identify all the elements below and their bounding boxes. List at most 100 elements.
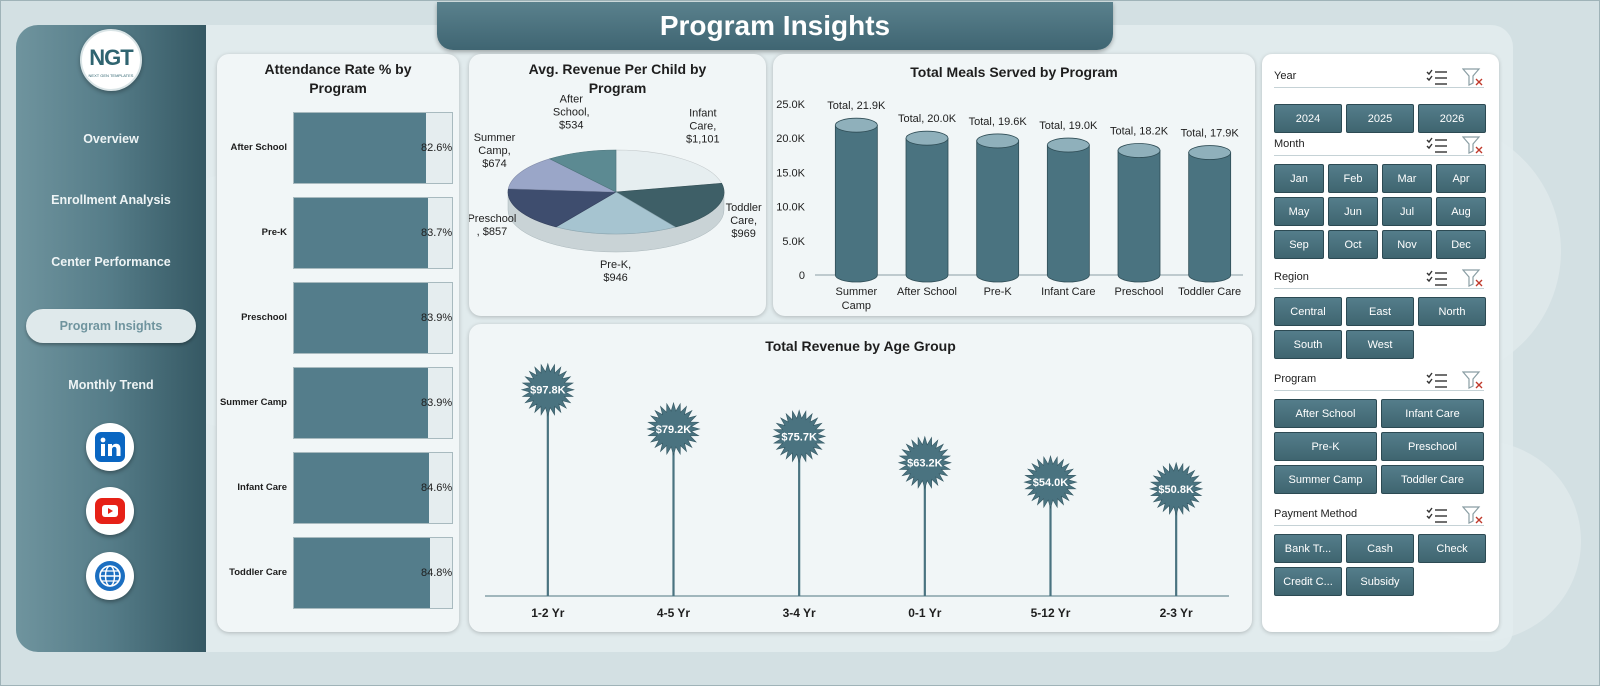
- slicer-payment-check-button[interactable]: Check: [1418, 534, 1486, 563]
- nav-center-performance[interactable]: Center Performance: [51, 255, 171, 269]
- slicer-year-title: Year: [1274, 70, 1297, 82]
- clear-filter-icon[interactable]: [1461, 506, 1484, 524]
- attendance-bar: [294, 283, 429, 353]
- slicer-region-west-button[interactable]: West: [1346, 330, 1414, 359]
- meals-bar: [905, 137, 949, 283]
- multi-select-icon[interactable]: [1426, 269, 1448, 287]
- slicer-month-oct-button[interactable]: Oct: [1328, 230, 1378, 259]
- attendance-bar: [294, 453, 430, 523]
- pie-label-line: Preschool: [469, 213, 516, 225]
- revenue-category-label: 4-5 Yr: [657, 606, 690, 620]
- linkedin-button[interactable]: [86, 423, 134, 471]
- slicer-year-2024-button[interactable]: 2024: [1274, 104, 1342, 133]
- slicer-region-central-button[interactable]: Central: [1274, 297, 1342, 326]
- nav-enrollment-analysis[interactable]: Enrollment Analysis: [51, 193, 171, 207]
- meals-bar-top: [976, 133, 1020, 149]
- slicer-month-aug-button[interactable]: Aug: [1436, 197, 1486, 226]
- pie-label-line: Camp,: [478, 145, 510, 157]
- slicer-program-preschool-button[interactable]: Preschool: [1381, 432, 1484, 461]
- slicer-payment-credit-c-button[interactable]: Credit C...: [1274, 567, 1342, 596]
- pie-label-line: $534: [559, 119, 583, 131]
- nav-monthly-trend[interactable]: Monthly Trend: [68, 378, 154, 392]
- slicer-payment-bank-tr-button[interactable]: Bank Tr...: [1274, 534, 1342, 563]
- revenue-marker: [1023, 455, 1078, 510]
- slicer-month-jun-button[interactable]: Jun: [1328, 197, 1378, 226]
- attendance-bar: [294, 538, 430, 608]
- pie-label-line: $969: [731, 228, 755, 240]
- pie-label-line: , $857: [477, 226, 508, 238]
- clear-filter-icon[interactable]: [1461, 68, 1484, 86]
- revenue-category-label: 0-1 Yr: [908, 606, 941, 620]
- slicer-payment-subsidy-button[interactable]: Subsidy: [1346, 567, 1414, 596]
- meals-value-label: Total, 21.9K: [827, 100, 886, 112]
- revenue-category-label: 3-4 Yr: [783, 606, 816, 620]
- slicer-region-south-button[interactable]: South: [1274, 330, 1342, 359]
- slicer-program-summer-camp-button[interactable]: Summer Camp: [1274, 465, 1377, 494]
- slicer-program-icons: [1412, 371, 1484, 394]
- sidebar: NGT NEXT GEN TEMPLATES Overview Enrollme…: [16, 25, 206, 652]
- slicer-program-infant-care-button[interactable]: Infant Care: [1381, 399, 1484, 428]
- attendance-bar: [294, 113, 427, 183]
- clear-filter-icon[interactable]: [1461, 136, 1484, 154]
- slicer-year-2025-button[interactable]: 2025: [1346, 104, 1414, 133]
- slicer-region-north-button[interactable]: North: [1418, 297, 1486, 326]
- category-label-line: Infant Care: [1041, 286, 1095, 298]
- multi-select-icon[interactable]: [1426, 506, 1448, 524]
- website-button[interactable]: [86, 552, 134, 600]
- meals-category-label: Summer Camp: [836, 286, 878, 312]
- pie-slice: [615, 182, 725, 228]
- revenue-value-label: $63.2K: [907, 458, 943, 470]
- total-meals-card: Total Meals Served by Program 0 5.0K 10.0K…: [773, 54, 1255, 316]
- nav-program-insights[interactable]: Program Insights: [26, 309, 196, 343]
- attendance-category-label: Preschool: [241, 312, 287, 323]
- attendance-title-line: Attendance Rate % by: [264, 61, 412, 77]
- slicer-month-dec-button[interactable]: Dec: [1436, 230, 1486, 259]
- slicer-program-toddler-care-button[interactable]: Toddler Care: [1381, 465, 1484, 494]
- slicer-region-icons: [1412, 269, 1484, 292]
- clear-filter-icon[interactable]: [1461, 269, 1484, 287]
- revenue-value-label: $97.8K: [530, 385, 566, 397]
- slicer-program-pre-k-button[interactable]: Pre-K: [1274, 432, 1377, 461]
- slicer-month-jan-button[interactable]: Jan: [1274, 164, 1324, 193]
- revenue-marker: [897, 435, 952, 490]
- pie-slice-label: Summer Camp, $674: [474, 132, 516, 170]
- meals-category-label: Preschool: [1115, 286, 1164, 298]
- slicer-year-2026-button[interactable]: 2026: [1418, 104, 1486, 133]
- pie-slice-label: Infant Care, $1,101: [686, 107, 720, 145]
- attendance-value-label: 83.9%: [421, 312, 453, 324]
- meals-bar-top: [905, 130, 949, 146]
- clear-filter-icon[interactable]: [1461, 371, 1484, 389]
- meals-bar: [1046, 144, 1090, 283]
- slicer-month-nov-button[interactable]: Nov: [1382, 230, 1432, 259]
- avg-revenue-title-line: Avg. Revenue Per Child by: [528, 61, 707, 77]
- slicer-month-feb-button[interactable]: Feb: [1328, 164, 1378, 193]
- pie-label-line: Summer: [474, 132, 516, 144]
- attendance-value-label: 83.9%: [421, 397, 453, 409]
- category-label-line: Toddler Care: [1178, 286, 1241, 298]
- slicer-month-jul-button[interactable]: Jul: [1382, 197, 1432, 226]
- slicer-payment-cash-button[interactable]: Cash: [1346, 534, 1414, 563]
- revenue-age-card: Total Revenue by Age Group $97.8K 1-2 Yr $…: [469, 324, 1252, 632]
- meals-bar-top: [1188, 145, 1232, 160]
- slicer-month-mar-button[interactable]: Mar: [1382, 164, 1432, 193]
- multi-select-icon[interactable]: [1426, 68, 1448, 86]
- youtube-button[interactable]: [86, 487, 134, 535]
- page-title: Program Insights: [437, 2, 1113, 50]
- meals-category-label: Pre-K: [984, 286, 1013, 298]
- slicer-month-sep-button[interactable]: Sep: [1274, 230, 1324, 259]
- meals-bar-top: [1046, 137, 1090, 153]
- meals-bar: [1117, 150, 1161, 283]
- slicer-program-after-school-button[interactable]: After School: [1274, 399, 1377, 428]
- revenue-marker: [520, 362, 575, 417]
- nav-overview[interactable]: Overview: [83, 132, 139, 146]
- slicer-month-apr-button[interactable]: Apr: [1436, 164, 1486, 193]
- slicer-region-east-button[interactable]: East: [1346, 297, 1414, 326]
- slicer-year-header: Year: [1274, 68, 1484, 88]
- slicer-month-may-button[interactable]: May: [1274, 197, 1324, 226]
- pie-label-line: $674: [482, 158, 506, 170]
- meals-value-label: Total, 19.6K: [969, 116, 1028, 128]
- multi-select-icon[interactable]: [1426, 371, 1448, 389]
- multi-select-icon[interactable]: [1426, 136, 1448, 154]
- attendance-category-label: Summer Camp: [219, 397, 287, 408]
- revenue-marker: [646, 401, 701, 457]
